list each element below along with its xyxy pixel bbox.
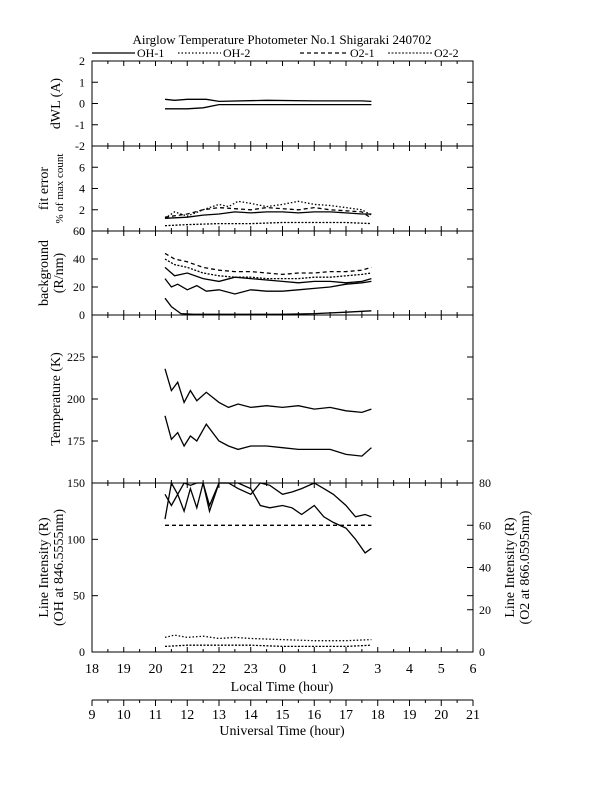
ut-tick-label: 16 — [307, 708, 321, 723]
panel-frame-dwl — [91, 60, 474, 147]
local-time-tick-label: 2 — [343, 662, 350, 677]
series-line-line_intensity-oh-2 — [164, 482, 372, 554]
y-axis-label-fit_error: fit error — [37, 167, 52, 210]
series-line-background-low — [164, 297, 372, 315]
y-tick-label: 100 — [67, 532, 85, 546]
local-time-axis: 18 19 20 21 22 23 0 1 2 3 4 5 6 — [85, 662, 477, 677]
y2-tick-label: 60 — [479, 518, 491, 532]
panel-frame-background — [91, 230, 474, 316]
series-line-fit_error-oh-1 — [164, 211, 372, 219]
series-line-background-o2-2 — [164, 258, 372, 280]
y-tick-label: 6 — [79, 160, 85, 174]
panel-frame-temperature — [91, 314, 474, 484]
y-tick-label: 0 — [79, 224, 85, 238]
ut-tick-label: 18 — [371, 708, 385, 723]
y-tick-label: 0 — [79, 645, 85, 659]
local-time-tick-label: 6 — [470, 662, 477, 677]
universal-time-axis-label: Universal Time (hour) — [219, 724, 345, 739]
y2-tick-label: 0 — [479, 645, 485, 659]
ut-tick-label: 19 — [403, 708, 417, 723]
local-time-tick-label: 3 — [374, 662, 381, 677]
ut-tick-label: 10 — [117, 708, 131, 723]
panel-dwl: -2 -1 0 1 2 dWL (A) — [49, 54, 474, 153]
series-line-fit_error-o2-2 — [164, 221, 372, 227]
y-tick-label: 40 — [73, 252, 85, 266]
ut-tick-label: 12 — [180, 708, 194, 723]
series-line-background-oh-2 — [164, 278, 372, 295]
y-axis-label-temperature: Temperature (K) — [49, 352, 64, 446]
series-line-line_intensity-o2-2 — [164, 634, 372, 642]
y-tick-label: 150 — [67, 476, 85, 490]
series-line-dwl-oh-2 — [165, 103, 372, 110]
series-line-line_intensity-oh-1 — [164, 481, 372, 520]
series-line-temperature-oh — [164, 368, 372, 414]
y2-axis-label: Line Intensity (R) — [503, 517, 518, 618]
panel-frame-line_intensity — [91, 482, 474, 653]
universal-time-axis: 9 10 11 12 13 14 15 16 17 18 19 20 21 — [89, 699, 480, 723]
y-tick-label: 50 — [73, 589, 85, 603]
ut-tick-label: 9 — [89, 708, 96, 723]
ut-tick-label: 14 — [244, 708, 258, 723]
legend-label-o2-2: O2-2 — [434, 46, 459, 60]
local-time-tick-label: 20 — [149, 662, 163, 677]
ut-tick-label: 15 — [276, 708, 290, 723]
local-time-axis-label: Local Time (hour) — [231, 680, 334, 695]
y-tick-label: 1 — [79, 75, 85, 89]
legend-label-oh-2: OH-2 — [223, 46, 250, 60]
local-time-tick-label: 18 — [85, 662, 99, 677]
local-time-tick-label: 5 — [438, 662, 445, 677]
y-tick-label: 200 — [67, 392, 85, 406]
local-time-tick-label: 23 — [244, 662, 258, 677]
y-tick-label: 2 — [79, 54, 85, 68]
y-tick-label: 4 — [79, 182, 85, 196]
y-tick-label: 0 — [79, 97, 85, 111]
local-time-tick-label: 19 — [117, 662, 131, 677]
y-tick-label: 20 — [73, 280, 85, 294]
local-time-tick-label: 21 — [180, 662, 194, 677]
ut-tick-label: 21 — [466, 708, 480, 723]
y-tick-label: 175 — [67, 434, 85, 448]
series-line-background-oh-1 — [164, 266, 372, 284]
ut-tick-label: 13 — [212, 708, 226, 723]
y-tick-label: -2 — [75, 139, 85, 153]
y-axis-sublabel-line_intensity: (OH at 846.5555nm) — [52, 509, 67, 626]
series-line-background-o2-1 — [164, 252, 372, 276]
panel-background: 0 20 40 60 background (R/nm) — [37, 224, 474, 322]
y-axis-sublabel-background: (R/nm) — [52, 252, 67, 293]
legend: OH-1 OH-2 O2-1 O2-2 — [92, 46, 459, 60]
local-time-tick-label: 22 — [212, 662, 226, 677]
local-time-tick-label: 0 — [279, 662, 286, 677]
chart-title: Airglow Temperature Photometer No.1 Shig… — [133, 32, 432, 47]
y2-axis-sublabel: (O2 at 866.0595nm) — [518, 510, 533, 624]
local-time-tick-label: 1 — [311, 662, 318, 677]
y2-tick-label: 80 — [479, 476, 491, 490]
y-tick-label: 0 — [79, 308, 85, 322]
y-tick-label: -1 — [75, 118, 85, 132]
series-line-dwl-oh-1 — [164, 98, 372, 103]
y-axis-label-line_intensity: Line Intensity (R) — [37, 517, 52, 618]
y2-tick-label: 20 — [479, 603, 491, 617]
chart-panels: -2 -1 0 1 2 dWL (A) 0 2 4 6 fit error% of max coun… — [37, 54, 533, 659]
y-axis-label-dwl: dWL (A) — [49, 78, 64, 130]
local-time-tick-label: 4 — [406, 662, 413, 677]
series-line-temperature-o2 — [164, 415, 372, 457]
y2-tick-label: 40 — [479, 561, 491, 575]
y-axis-sublabel-fit_error: % of max count — [54, 154, 66, 224]
ut-tick-label: 20 — [434, 708, 448, 723]
y-tick-label: 225 — [67, 350, 85, 364]
panel-frame-fit_error — [91, 145, 474, 232]
ut-tick-label: 11 — [149, 708, 162, 723]
panel-fit_error: 0 2 4 6 fit error% of max count — [37, 145, 474, 238]
ut-tick-label: 17 — [339, 708, 353, 723]
y-tick-label: 2 — [79, 203, 85, 217]
series-line-line_intensity-oh-low — [164, 644, 372, 648]
legend-label-oh-1: OH-1 — [137, 46, 164, 60]
y-axis-label-background: background — [37, 240, 52, 306]
legend-label-o2-1: O2-1 — [350, 46, 375, 60]
y-tick-label: 60 — [73, 224, 85, 238]
